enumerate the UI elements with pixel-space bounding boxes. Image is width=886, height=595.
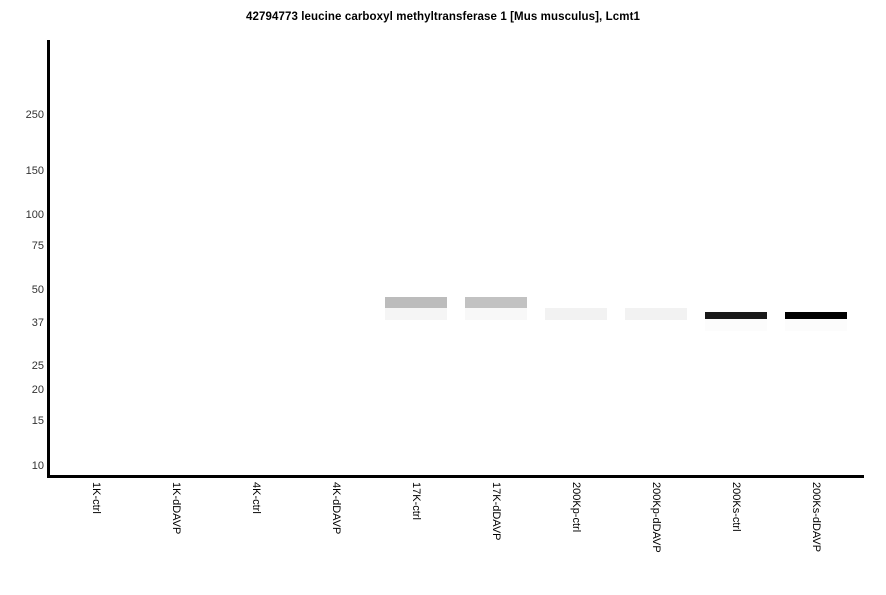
gel-band [385, 297, 447, 310]
gel-band [385, 307, 447, 320]
gel-lane [625, 0, 687, 595]
y-tick-label: 100 [25, 208, 44, 221]
gel-lane [65, 0, 127, 595]
y-tick-label: 50 [31, 284, 44, 297]
plot-area [49, 40, 864, 476]
gel-lane [145, 0, 207, 595]
y-tick-label: 15 [31, 415, 44, 428]
y-tick-label: 25 [31, 359, 44, 372]
gel-band [625, 307, 687, 320]
gel-band [465, 307, 527, 320]
y-tick-label: 20 [31, 384, 44, 397]
gel-band [785, 319, 847, 332]
y-tick-label: 10 [31, 459, 44, 472]
gel-band [705, 319, 767, 332]
y-tick-label: 250 [25, 109, 44, 121]
y-tick-label: 150 [25, 164, 44, 177]
gel-lane [785, 0, 847, 595]
page-title: 42794773 leucine carboxyl methyltransfer… [245, 11, 641, 23]
gel-lane [465, 0, 527, 595]
y-axis-tick-labels: 250 150 100 75 50 37 25 20 15 10 [0, 0, 44, 595]
y-tick-label: 37 [31, 317, 44, 330]
gel-lane [385, 0, 447, 595]
gel-lane [545, 0, 607, 595]
gel-lane [705, 0, 767, 595]
gel-lane [305, 0, 367, 595]
gel-band [545, 307, 607, 320]
y-tick-label: 75 [31, 240, 44, 253]
gel-band [465, 297, 527, 310]
y-axis-line [47, 40, 50, 478]
x-axis-line [47, 475, 864, 478]
gel-lane [225, 0, 287, 595]
